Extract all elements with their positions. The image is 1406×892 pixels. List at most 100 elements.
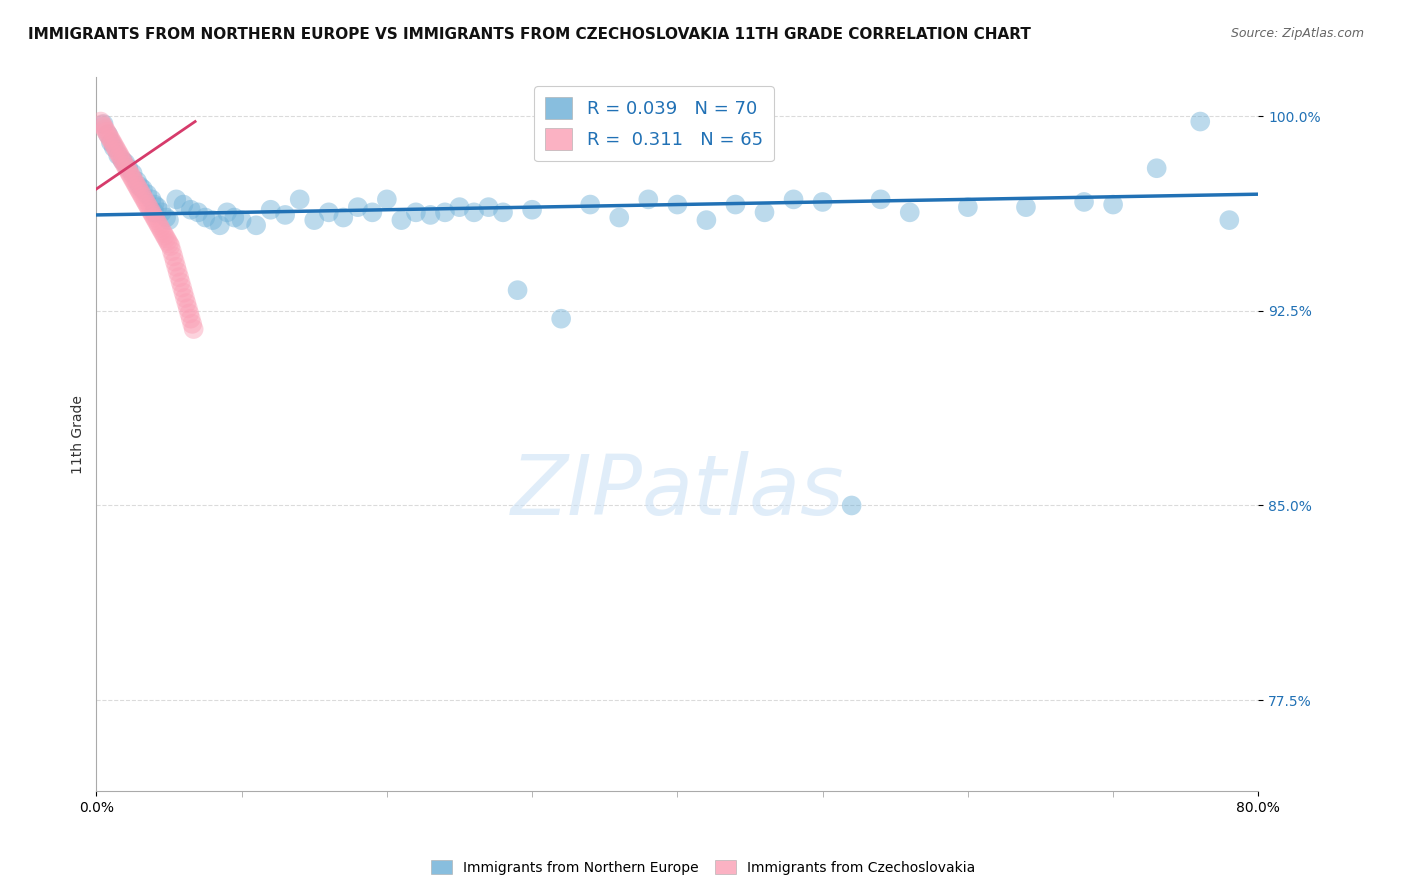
Point [131,187,153,202]
Point [148,219,170,233]
Point [208,219,231,233]
Point [179,306,201,320]
Text: Source: ZipAtlas.com: Source: ZipAtlas.com [1230,27,1364,40]
Point [167,270,190,285]
Point [97,128,120,142]
Point [274,208,297,222]
Point [956,200,979,214]
Point [136,197,159,211]
Point [110,151,132,165]
Point [134,193,156,207]
Point [318,205,340,219]
Point [1102,197,1125,211]
Point [666,197,689,211]
Point [117,161,139,176]
Point [132,190,155,204]
Point [841,499,863,513]
Point [869,193,891,207]
Point [170,280,193,294]
Point [181,317,204,331]
Point [118,166,141,180]
Point [107,145,129,160]
Point [120,169,142,183]
Point [114,156,136,170]
Point [125,174,148,188]
Point [135,194,157,209]
Point [100,136,122,150]
Point [259,202,281,217]
Point [141,193,163,207]
Point [477,200,499,214]
Point [160,244,183,259]
Point [111,153,134,168]
Point [156,234,179,248]
Point [108,148,131,162]
Y-axis label: 11th Grade: 11th Grade [72,394,86,474]
Point [117,164,139,178]
Point [93,120,115,134]
Point [166,265,188,279]
Point [91,117,114,131]
Legend: Immigrants from Northern Europe, Immigrants from Czechoslovakia: Immigrants from Northern Europe, Immigra… [425,855,981,880]
Point [149,220,172,235]
Point [898,205,921,219]
Point [115,161,138,176]
Point [1015,200,1038,214]
Point [127,182,149,196]
Point [142,208,165,222]
Point [169,276,191,290]
Point [173,197,195,211]
Point [143,197,166,211]
Point [173,285,195,300]
Point [155,211,177,225]
Point [165,193,187,207]
Point [724,197,747,211]
Point [506,283,529,297]
Point [103,137,125,152]
Point [155,231,177,245]
Point [217,205,239,219]
Point [637,193,659,207]
Point [125,179,148,194]
Point [245,219,267,233]
Point [114,159,136,173]
Point [332,211,354,225]
Point [96,125,118,139]
Point [224,211,246,225]
Point [146,200,169,214]
Point [136,187,159,202]
Point [492,205,515,219]
Point [389,213,412,227]
Point [1146,161,1168,176]
Point [754,205,776,219]
Point [187,205,209,219]
Point [201,213,224,227]
Point [194,211,217,225]
Point [121,171,143,186]
Point [449,200,471,214]
Point [104,140,127,154]
Point [132,182,155,196]
Point [124,177,146,191]
Point [419,208,441,222]
Point [98,130,121,145]
Point [157,236,180,251]
Point [361,205,384,219]
Point [162,249,184,263]
Point [463,205,485,219]
Point [183,322,205,336]
Text: IMMIGRANTS FROM NORTHERN EUROPE VS IMMIGRANTS FROM CZECHOSLOVAKIA 11TH GRADE COR: IMMIGRANTS FROM NORTHERN EUROPE VS IMMIG… [28,27,1031,42]
Point [139,202,162,217]
Point [146,216,169,230]
Point [302,213,325,227]
Point [103,140,125,154]
Point [177,301,200,316]
Point [346,200,368,214]
Point [375,193,398,207]
Point [163,254,186,268]
Point [180,202,202,217]
Point [100,133,122,147]
Point [1189,114,1212,128]
Point [105,143,128,157]
Point [231,213,253,227]
